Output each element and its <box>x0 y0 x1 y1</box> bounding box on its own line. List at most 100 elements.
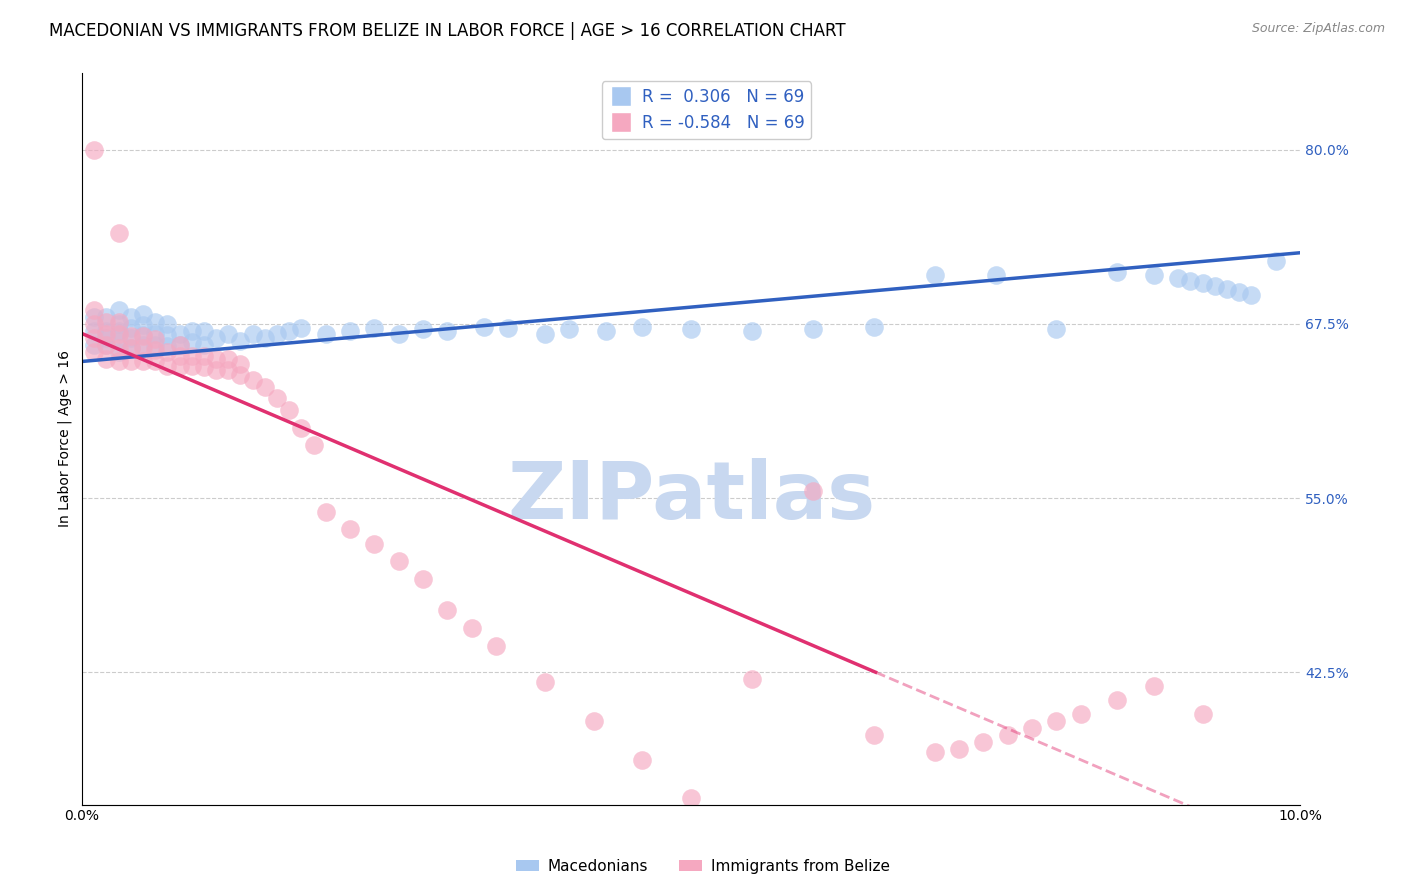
Point <box>107 326 129 341</box>
Point <box>107 334 129 348</box>
Point <box>180 324 202 338</box>
Point <box>242 326 264 341</box>
Point <box>217 363 239 377</box>
Point <box>120 310 142 324</box>
Point <box>534 675 557 690</box>
Point <box>681 322 703 336</box>
Point <box>143 343 166 358</box>
Point <box>205 331 228 345</box>
Point <box>582 714 605 728</box>
Point <box>1107 265 1129 279</box>
Point <box>180 349 202 363</box>
Point <box>120 331 142 345</box>
Point <box>132 337 155 351</box>
Point <box>229 334 252 348</box>
Point <box>120 321 142 335</box>
Point <box>862 728 884 742</box>
Point <box>229 357 252 371</box>
Point <box>143 354 166 368</box>
Point <box>595 324 617 338</box>
Point <box>363 321 385 335</box>
Y-axis label: In Labor Force | Age > 16: In Labor Force | Age > 16 <box>58 351 72 527</box>
Point <box>217 326 239 341</box>
Point <box>1045 322 1067 336</box>
Point <box>534 326 557 341</box>
Point <box>205 351 228 366</box>
Point <box>498 321 520 335</box>
Point <box>156 339 179 353</box>
Point <box>132 354 155 368</box>
Point <box>143 337 166 351</box>
Point <box>83 317 105 331</box>
Point <box>229 368 252 383</box>
Point <box>436 602 458 616</box>
Point <box>1107 693 1129 707</box>
Point <box>132 329 155 343</box>
Legend: Macedonians, Immigrants from Belize: Macedonians, Immigrants from Belize <box>510 853 896 880</box>
Point <box>1045 714 1067 728</box>
Point <box>315 505 337 519</box>
Point <box>801 322 824 336</box>
Point <box>143 315 166 329</box>
Point <box>83 302 105 317</box>
Point <box>107 341 129 355</box>
Point <box>143 332 166 346</box>
Point <box>388 554 411 568</box>
Point <box>107 324 129 338</box>
Point <box>388 326 411 341</box>
Point <box>96 315 118 329</box>
Point <box>83 344 105 359</box>
Point <box>193 324 215 338</box>
Point <box>558 322 581 336</box>
Point <box>266 391 288 405</box>
Point <box>339 522 361 536</box>
Point <box>631 753 654 767</box>
Point <box>120 341 142 355</box>
Point <box>1167 270 1189 285</box>
Point <box>156 328 179 343</box>
Point <box>120 354 142 368</box>
Point <box>107 302 129 317</box>
Point <box>96 324 118 338</box>
Point <box>302 438 325 452</box>
Point <box>132 318 155 333</box>
Point <box>193 349 215 363</box>
Point <box>1143 268 1166 282</box>
Point <box>120 329 142 343</box>
Point <box>1204 279 1226 293</box>
Point <box>83 331 105 345</box>
Point <box>156 317 179 331</box>
Point <box>253 379 276 393</box>
Point <box>315 326 337 341</box>
Point <box>1021 721 1043 735</box>
Point <box>1143 679 1166 693</box>
Point <box>96 310 118 324</box>
Point <box>461 621 484 635</box>
Point <box>169 337 191 351</box>
Point <box>266 326 288 341</box>
Point <box>862 319 884 334</box>
Point <box>436 324 458 338</box>
Point <box>412 322 434 336</box>
Point <box>96 337 118 351</box>
Point <box>156 344 179 359</box>
Point <box>997 728 1019 742</box>
Point <box>741 672 763 686</box>
Point <box>83 143 105 157</box>
Point <box>156 359 179 373</box>
Point <box>107 354 129 368</box>
Point <box>1227 285 1250 299</box>
Point <box>1180 274 1202 288</box>
Point <box>278 403 301 417</box>
Point <box>132 341 155 355</box>
Point <box>96 331 118 345</box>
Point <box>107 317 129 331</box>
Point <box>485 639 508 653</box>
Point <box>193 337 215 351</box>
Point <box>631 319 654 334</box>
Point <box>143 326 166 341</box>
Point <box>924 268 946 282</box>
Point <box>972 735 994 749</box>
Point <box>169 359 191 373</box>
Point <box>132 328 155 343</box>
